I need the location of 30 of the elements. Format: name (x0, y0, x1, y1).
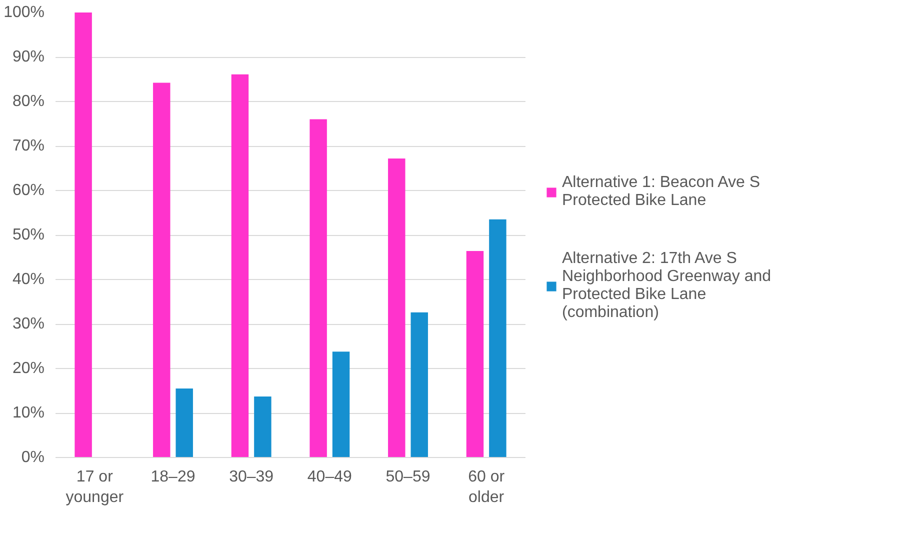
x-tick-label: 18–29 (150, 468, 196, 486)
legend-label: Alternative 1: Beacon Ave S Protected Bike Lane (562, 174, 760, 210)
bar (466, 251, 484, 458)
x-tick-label: 17 or younger (66, 468, 124, 506)
x-tick-label: 50–59 (386, 468, 430, 486)
y-tick-label: 40% (12, 271, 45, 288)
bar (410, 312, 428, 458)
y-tick-label: 20% (12, 360, 45, 377)
bar (74, 12, 92, 458)
y-tick-label: 10% (12, 404, 45, 422)
x-tick-label: 40–49 (307, 468, 352, 486)
bar (176, 388, 193, 458)
y-tick-label: 60% (12, 182, 45, 199)
bar (388, 158, 406, 458)
y-tick-label: 100% (4, 4, 44, 21)
bar (254, 396, 272, 458)
y-tick-label: 0% (21, 449, 44, 466)
y-tick-label: 50% (12, 226, 45, 244)
legend-label: Alternative 2: 17th Ave S Neighborhood Greenway and Protected Bike Lane (combination) (562, 250, 772, 322)
y-tick-label: 90% (12, 48, 45, 66)
x-tick-label: 60 or older (468, 468, 506, 506)
y-tick-label: 70% (12, 138, 45, 154)
y-tick-label: 80% (12, 93, 45, 110)
bar (310, 119, 327, 458)
bar (153, 82, 170, 458)
x-tick-label: 30–39 (229, 468, 274, 486)
bar (332, 352, 350, 458)
y-tick-label: 30% (12, 316, 45, 332)
bar (231, 74, 249, 458)
bar (489, 219, 506, 458)
